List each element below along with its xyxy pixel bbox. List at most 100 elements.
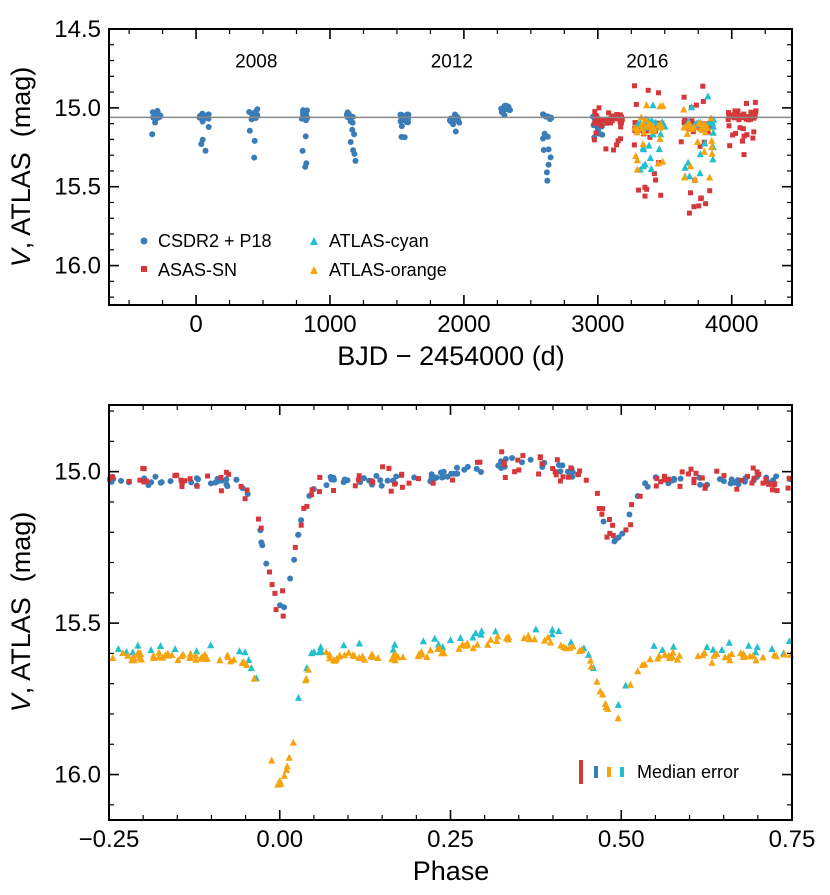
top-point-asassn [690, 121, 695, 127]
bottom-point-csdr2 [323, 482, 330, 489]
bottom-point-csdr2 [342, 477, 349, 484]
bottom-point-asassn [331, 488, 336, 493]
bottom-point-orange [226, 657, 235, 665]
year-label-2008: 2008 [235, 52, 277, 73]
bottom-point-asassn [178, 477, 184, 483]
bottom-point-asassn [244, 487, 250, 493]
bottom-point-orange [358, 652, 366, 660]
bottom-y-tick-label: 15.5 [54, 610, 101, 637]
legend-marker-asassn [141, 266, 147, 272]
bottom-point-cyan [456, 634, 464, 641]
bottom-point-csdr2 [378, 482, 385, 489]
bottom-point-csdr2 [677, 475, 684, 482]
bottom-point-cyan [316, 646, 324, 654]
top-point-csdr2 [199, 136, 206, 143]
top-point-orange [633, 165, 641, 173]
bottom-point-orange [726, 656, 734, 664]
bottom-point-orange [164, 651, 172, 659]
top-point-asassn [592, 109, 598, 115]
bottom-point-asassn [596, 506, 602, 511]
bottom-point-asassn [416, 476, 421, 482]
legend-marker-cyan [310, 237, 318, 245]
bottom-point-cyan [245, 656, 253, 663]
bottom-point-asassn [258, 525, 264, 531]
bottom-point-orange [458, 640, 466, 648]
bottom-point-orange [216, 656, 224, 664]
top-point-asassn [599, 117, 605, 123]
bottom-point-orange [304, 665, 312, 673]
bottom-point-asassn [269, 582, 275, 588]
top-point-csdr2 [398, 123, 405, 130]
top-point-cyan [696, 150, 704, 158]
bottom-point-orange [326, 654, 334, 662]
top-point-asassn [726, 123, 732, 129]
top-point-asassn [700, 99, 706, 104]
bottom-point-asassn [554, 457, 560, 463]
median-error-bar-cyan [620, 767, 624, 777]
top-point-cyan [696, 169, 704, 177]
top-x-tick-label: 3000 [571, 311, 624, 338]
bottom-point-cyan [658, 646, 667, 653]
top-point-csdr2 [251, 154, 258, 161]
bottom-point-orange [192, 655, 200, 663]
bottom-point-asassn [628, 522, 634, 528]
bottom-point-csdr2 [478, 469, 484, 475]
top-point-csdr2 [152, 119, 159, 126]
bottom-point-orange [119, 649, 127, 656]
top-point-orange [706, 173, 714, 181]
bottom-point-asassn [512, 469, 518, 475]
bottom-point-asassn [607, 530, 613, 536]
bottom-point-asassn [756, 471, 762, 477]
bottom-point-asassn [786, 475, 792, 481]
legend: CSDR2 + P18 ATLAS-cyan ASAS-SN ATLAS-ora… [140, 231, 447, 280]
top-point-asassn [753, 108, 759, 114]
bottom-point-asassn [352, 483, 358, 489]
bottom-y-tick-label: 16.0 [54, 762, 101, 789]
bottom-point-orange [654, 654, 662, 662]
top-point-cyan [688, 103, 696, 111]
bottom-point-cyan [235, 647, 243, 655]
bottom-point-cyan [703, 643, 711, 651]
median-error-bar-orange [607, 767, 611, 777]
top-point-csdr2 [347, 139, 354, 145]
top-point-orange [680, 105, 688, 113]
top-point-csdr2 [397, 111, 404, 118]
top-axes: 0 1000 2000 3000 4000 14.5 15.0 15.5 16.0 [54, 16, 793, 338]
bottom-point-asassn [520, 453, 526, 459]
bottom-point-orange [345, 648, 353, 656]
bottom-point-csdr2 [373, 472, 380, 479]
top-point-asassn [653, 177, 659, 183]
bottom-point-orange [587, 662, 595, 670]
top-point-orange [708, 136, 716, 144]
bottom-point-asassn [187, 476, 193, 482]
bottom-point-asassn [745, 473, 750, 479]
bottom-point-cyan [310, 648, 318, 655]
bottom-point-orange [626, 680, 634, 688]
bottom-point-csdr2 [439, 474, 446, 481]
top-point-csdr2 [397, 118, 404, 125]
bottom-point-asassn [607, 517, 612, 522]
bottom-point-asassn [575, 472, 581, 478]
bottom-point-asassn [685, 471, 691, 477]
bottom-point-cyan [355, 639, 363, 647]
top-point-orange [633, 124, 641, 132]
top-point-csdr2 [446, 117, 453, 124]
top-point-csdr2 [199, 118, 206, 125]
bottom-point-orange [124, 651, 132, 659]
bottom-point-orange [109, 654, 117, 661]
bottom-point-orange [770, 651, 778, 659]
top-point-asassn [747, 116, 753, 122]
bottom-point-csdr2 [519, 459, 525, 466]
bottom-point-asassn [477, 459, 483, 465]
year-annotations: 2008 2012 2016 [235, 52, 668, 73]
top-point-csdr2 [254, 106, 261, 113]
top-point-orange [654, 159, 662, 167]
bottom-point-orange [599, 690, 607, 698]
top-y-axis-label-italic: V [6, 246, 36, 267]
top-y-tick-label: 15.5 [54, 174, 101, 201]
bottom-point-orange [668, 653, 677, 661]
top-point-cyan [709, 155, 717, 163]
top-point-asassn [750, 135, 756, 141]
top-point-asassn [598, 123, 604, 128]
bottom-point-asassn [750, 465, 756, 471]
